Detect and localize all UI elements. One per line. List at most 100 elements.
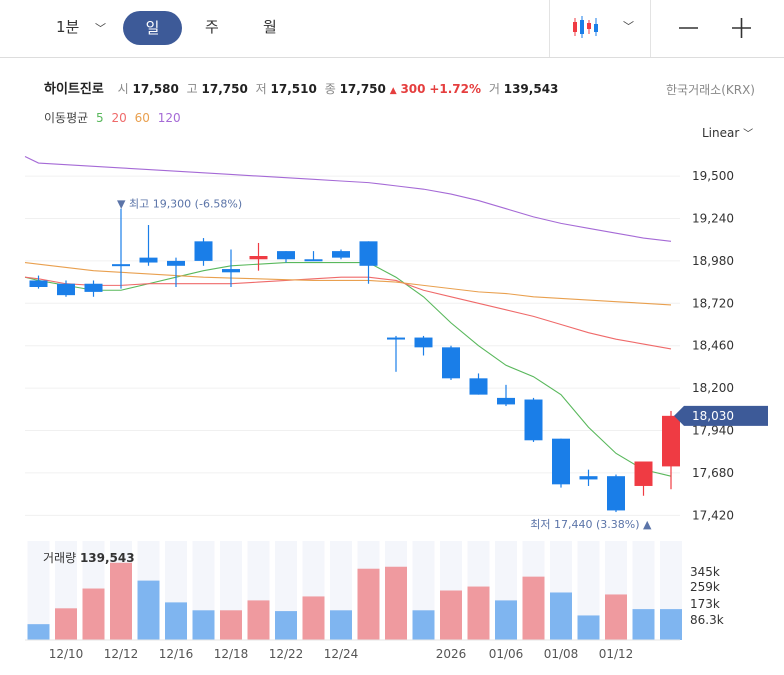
open-value: 17,580 xyxy=(132,82,179,96)
volume-bar xyxy=(412,610,435,640)
volume-bar xyxy=(165,602,187,640)
low-value: 17,510 xyxy=(270,82,317,96)
x-tick-label: 12/10 xyxy=(49,647,84,661)
candle-body xyxy=(442,347,460,379)
candlestick-type-icon[interactable] xyxy=(571,14,599,40)
volume-bar xyxy=(660,609,682,640)
volume-column-bg xyxy=(330,541,352,640)
ma-120-line xyxy=(24,156,672,242)
candle-body xyxy=(29,280,48,287)
stock-name: 하이트진로 xyxy=(44,82,104,97)
candle-body xyxy=(332,251,350,258)
zoom-in-icon[interactable] xyxy=(731,17,753,39)
y-tick-label: 19,240 xyxy=(692,211,734,225)
y-tick-label: 19,500 xyxy=(692,169,734,183)
candle-body xyxy=(497,397,515,405)
y-tick-label: 17,940 xyxy=(692,424,734,438)
scale-select[interactable]: Linear ﹀ xyxy=(702,125,753,140)
candle-body xyxy=(662,415,680,467)
period-tab-week[interactable]: 주 xyxy=(205,18,219,36)
x-tick-label: 01/08 xyxy=(544,647,579,661)
zoom-out-icon[interactable] xyxy=(678,18,700,38)
close-value: 17,750 xyxy=(339,82,386,96)
volume-bar xyxy=(522,576,545,640)
volume-bar xyxy=(27,624,50,640)
candle-body xyxy=(57,283,75,296)
volume-bar xyxy=(577,615,600,640)
y-tick-label: 18,720 xyxy=(692,296,734,310)
up-triangle-icon: ▲ xyxy=(389,86,397,96)
volume-column-bg xyxy=(275,541,297,640)
volume-bar xyxy=(467,586,490,640)
x-tick-label: 12/12 xyxy=(104,647,139,661)
y-tick-label: 18,980 xyxy=(692,254,734,268)
x-tick-label: 12/24 xyxy=(324,647,359,661)
volume-bar xyxy=(275,611,297,640)
volume-column-bg xyxy=(165,541,187,640)
volume-bar xyxy=(137,580,160,640)
chevron-down-icon[interactable]: ﹀ xyxy=(623,20,634,33)
chart-toolbar: 1분 ﹀ 일 주 월 ﹀ xyxy=(0,0,784,58)
volume-column-bg xyxy=(192,541,215,640)
high-marker: ▼ 최고 19,300 (-6.58%) xyxy=(117,198,242,211)
y-tick-label: 18,460 xyxy=(692,339,734,353)
ma-20-label: 20 xyxy=(111,111,127,125)
ma-label: 이동평균 xyxy=(44,111,89,125)
period-tab-day[interactable]: 일 xyxy=(123,11,182,45)
current-price-label: 18,030 xyxy=(692,409,734,423)
x-tick-label: 01/12 xyxy=(599,647,634,661)
volume-bar xyxy=(440,590,462,640)
candle-body xyxy=(139,257,158,263)
ma-20-line xyxy=(24,276,672,350)
volume-bar xyxy=(357,568,380,640)
candle-body xyxy=(524,399,543,441)
period-tab-month[interactable]: 월 xyxy=(263,18,277,36)
candle-body xyxy=(304,259,323,262)
candle-body xyxy=(359,241,378,266)
divider xyxy=(549,0,550,57)
volume-column-bg xyxy=(357,541,380,640)
scale-label: Linear xyxy=(702,126,740,140)
chevron-down-icon[interactable]: ﹀ xyxy=(95,22,106,35)
candle-body xyxy=(634,461,653,486)
volume-bar xyxy=(495,600,517,640)
ma-60-line xyxy=(24,261,672,306)
ma-5-label: 5 xyxy=(96,111,104,125)
x-tick-label: 12/18 xyxy=(214,647,249,661)
ma-5-line xyxy=(24,261,672,477)
interval-select[interactable]: 1분 xyxy=(56,18,80,36)
y-tick-label: 17,680 xyxy=(692,466,734,480)
close-label: 종 xyxy=(324,82,336,96)
volume-bar xyxy=(605,594,627,640)
volume-tick-label: 259k xyxy=(690,580,720,594)
candle-body xyxy=(194,241,213,261)
y-tick-label: 17,420 xyxy=(692,508,734,522)
volume-bar xyxy=(247,600,270,640)
volume-bar xyxy=(55,608,77,640)
volume-bar xyxy=(632,609,655,640)
ma-120-label: 120 xyxy=(157,111,181,125)
volume-column-bg xyxy=(137,541,160,640)
volume-column-bg xyxy=(385,541,407,640)
price-summary: 하이트진로 시 17,580 고 17,750 저 17,510 종 17,75… xyxy=(44,78,558,97)
volume-bar xyxy=(82,588,105,640)
moving-average-legend[interactable]: 이동평균 5 20 60 120 xyxy=(44,109,181,126)
ma-60-label: 60 xyxy=(134,111,150,125)
change-percent: +1.72% xyxy=(429,82,482,96)
candle-body xyxy=(112,264,130,267)
volume-column-bg xyxy=(495,541,517,640)
candle-body xyxy=(414,337,433,348)
volume-bar xyxy=(192,610,215,640)
volume-panel-value: 139,543 xyxy=(79,551,135,565)
x-tick-label: 12/22 xyxy=(269,647,304,661)
volume-column-bg xyxy=(577,541,600,640)
volume-column-bg xyxy=(522,541,545,640)
volume-column-bg xyxy=(302,541,325,640)
candle-body xyxy=(579,476,598,480)
candle-body xyxy=(222,269,240,273)
volume-value: 139,543 xyxy=(503,82,559,96)
low-marker: 최저 17,440 (3.38%) ▲ xyxy=(530,518,652,531)
y-tick-label: 18,200 xyxy=(692,381,734,395)
volume-column-bg xyxy=(660,541,682,640)
